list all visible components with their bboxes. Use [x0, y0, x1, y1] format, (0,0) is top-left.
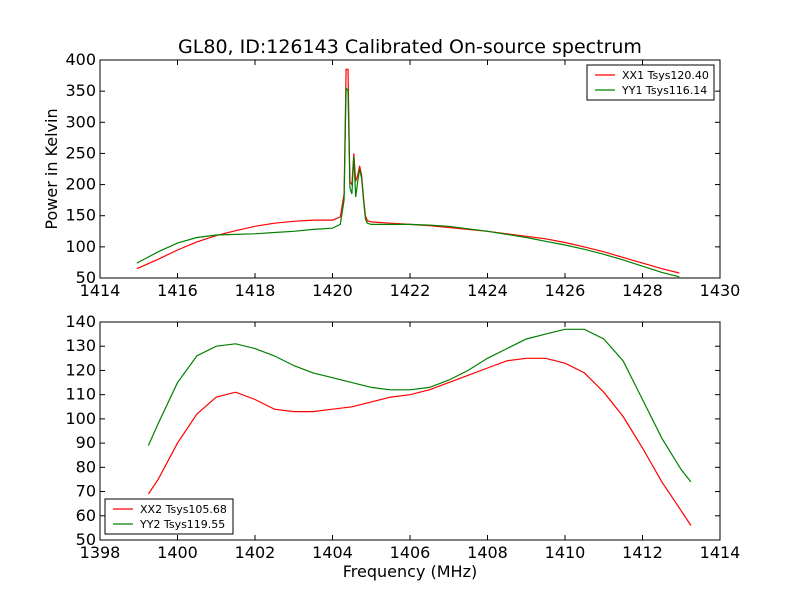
x-tick-label: 1404 [312, 543, 353, 562]
y-tick-label: 100 [65, 237, 96, 256]
y-tick-label: 140 [65, 312, 96, 331]
y-tick-label: 250 [65, 143, 96, 162]
y-tick-label: 200 [65, 175, 96, 194]
x-axis-label: Frequency (MHz) [343, 562, 477, 581]
y-tick-label: 70 [76, 482, 96, 501]
legend: XX1 Tsys120.40 YY1 Tsys116.14 [586, 64, 715, 101]
y-tick-label: 60 [76, 506, 96, 525]
series-line-3 [147, 357, 692, 526]
x-tick-label: 1410 [545, 543, 586, 562]
chart-title: GL80, ID:126143 Calibrated On-source spe… [178, 36, 642, 58]
x-tick-label: 1408 [467, 543, 508, 562]
x-tick-label: 1402 [235, 543, 276, 562]
x-tick-label: 1422 [390, 281, 431, 300]
y-tick-label: 50 [76, 268, 96, 287]
legend: XX2 Tsys105.68 YY2 Tsys119.55 [104, 498, 234, 535]
legend-label: YY1 Tsys116.14 [621, 84, 707, 97]
x-tick-label: 1426 [545, 281, 586, 300]
y-tick-label: 120 [65, 360, 96, 379]
x-tick-label: 1430 [700, 281, 741, 300]
y-tick-label: 300 [65, 112, 96, 131]
x-tick-label: 1412 [622, 543, 663, 562]
legend-label: YY2 Tsys119.55 [139, 518, 225, 531]
y-tick-label: 400 [65, 50, 96, 69]
top-plot: 1414 1416 1418 1420 1422 1424 1426 1428 1430 50 10… [65, 50, 740, 300]
x-tick-label: 1406 [390, 543, 431, 562]
x-tick-label: 1420 [312, 281, 353, 300]
x-tick-label: 1416 [157, 281, 198, 300]
x-tick-label: 1400 [157, 543, 198, 562]
legend-box [586, 64, 715, 101]
series-line-1 [136, 68, 680, 274]
y-tick-label: 350 [65, 81, 96, 100]
y-tick-label: 150 [65, 206, 96, 225]
y-axis-label: Power in Kelvin [42, 108, 61, 229]
legend-box [104, 498, 234, 535]
x-tick-label: 1414 [700, 543, 741, 562]
x-tick-label: 1418 [235, 281, 276, 300]
series-line-2 [136, 85, 680, 278]
x-tick-label: 1424 [467, 281, 508, 300]
y-tick-label: 80 [76, 457, 96, 476]
legend-label: XX2 Tsys105.68 [140, 503, 227, 516]
legend-label: XX1 Tsys120.40 [622, 69, 709, 82]
series-line-4 [147, 328, 692, 483]
x-tick-label: 1398 [80, 543, 121, 562]
y-tick-label: 90 [76, 433, 96, 452]
y-tick-label: 100 [65, 409, 96, 428]
y-tick-label: 130 [65, 336, 96, 355]
x-tick-label: 1414 [80, 281, 121, 300]
bottom-plot: 1398 1400 1402 1404 1406 1408 1410 1412 1414 50 60… [65, 312, 740, 562]
y-tick-label: 50 [76, 530, 96, 549]
y-tick-label: 110 [65, 385, 96, 404]
x-tick-label: 1428 [622, 281, 663, 300]
